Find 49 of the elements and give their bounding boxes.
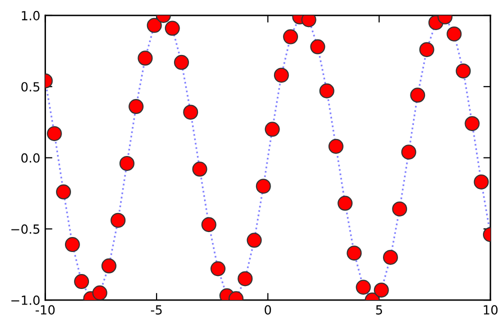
point	[310, 39, 326, 54]
point	[464, 116, 480, 132]
point	[319, 83, 334, 98]
point	[401, 144, 416, 160]
point	[338, 196, 353, 211]
point	[201, 217, 216, 232]
y-tick-label: −1.0	[11, 296, 40, 305]
x-tick-label: 10	[484, 305, 498, 315]
point	[283, 29, 298, 44]
point	[110, 212, 126, 228]
point	[419, 42, 434, 58]
point	[128, 99, 144, 114]
point	[56, 184, 72, 200]
point	[446, 26, 462, 42]
point	[119, 156, 134, 171]
point	[382, 250, 398, 265]
y-tick-label: 1.0	[22, 10, 40, 20]
point	[392, 201, 408, 216]
point	[246, 232, 262, 248]
y-tick-label: 0.0	[21, 153, 40, 163]
point	[410, 88, 426, 103]
point	[346, 246, 362, 261]
point	[146, 18, 162, 33]
y-tick-label: −0.5	[11, 224, 40, 234]
point	[164, 20, 180, 36]
point	[256, 178, 271, 194]
point	[183, 104, 198, 120]
x-tick-label: -10	[36, 305, 55, 315]
point	[101, 258, 116, 274]
point	[238, 271, 253, 286]
point	[92, 285, 108, 300]
x-tick-label: 0	[264, 305, 271, 315]
point	[264, 122, 280, 137]
point	[138, 50, 153, 66]
point	[174, 54, 189, 70]
point	[64, 237, 80, 252]
point	[46, 126, 62, 142]
point	[74, 274, 90, 290]
point	[356, 280, 371, 295]
point	[374, 282, 389, 298]
point	[274, 68, 289, 83]
point	[474, 174, 489, 190]
point	[328, 138, 344, 154]
point	[456, 63, 471, 78]
x-tick-label: 5	[376, 305, 382, 315]
y-tick-label: 0.5	[21, 82, 40, 92]
point	[192, 162, 208, 177]
x-tick-label: -5	[150, 305, 162, 315]
point	[210, 261, 226, 276]
